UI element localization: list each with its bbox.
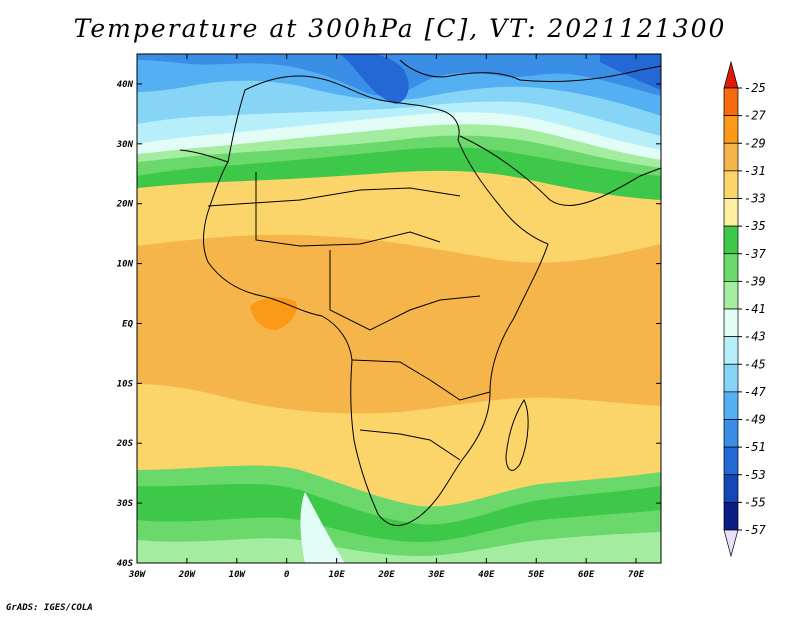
colorbar-swatch <box>723 308 739 337</box>
field-band-31 <box>137 234 661 414</box>
y-tick-label: 10N <box>117 260 134 270</box>
y-tick-label: 10S <box>117 379 134 389</box>
colorbar-swatch <box>723 87 739 116</box>
y-axis: 40N 30N 20N 10N EQ 10S 20S 30S 40S <box>116 80 661 569</box>
colorbar-label: -55 <box>744 495 766 509</box>
colorbar-label: -33 <box>744 192 766 206</box>
colorbar-swatch <box>723 115 739 144</box>
field-band-41-south <box>137 532 661 563</box>
y-tick-label: 40S <box>117 559 134 569</box>
x-tick-label: 0 <box>284 570 290 580</box>
colorbar-swatch <box>723 336 739 365</box>
x-tick-label: 50E <box>528 570 545 580</box>
africa-coastline <box>203 75 549 526</box>
border-west <box>179 149 229 163</box>
field-band-31-west <box>137 298 254 330</box>
border-central <box>329 250 481 331</box>
x-tick-label: 30W <box>128 570 147 580</box>
y-tick-label: 20S <box>116 439 134 449</box>
colorbar-bottom-cap <box>723 529 739 558</box>
field-warm-core <box>250 297 297 330</box>
x-tick-label: 20W <box>178 570 197 580</box>
colorbar-swatch <box>723 391 739 420</box>
x-axis: 30W 20W 10W 0 10E 20E 30E 40E 50E 60E 70E <box>128 54 645 580</box>
colorbar-label: -53 <box>744 468 766 482</box>
colorbar-swatch <box>723 142 739 172</box>
colorbar-swatch <box>723 419 739 448</box>
border-sahel <box>255 172 441 247</box>
colorbar-label: -47 <box>744 385 766 399</box>
colorbar-label: -31 <box>744 164 766 178</box>
y-tick-label: 30N <box>116 140 134 150</box>
colorbar-label: -57 <box>744 523 766 537</box>
y-tick-label: 20N <box>116 200 134 210</box>
colorbar-swatch <box>723 253 739 282</box>
map-plot-area <box>136 53 662 564</box>
colorbar-swatch <box>723 225 739 255</box>
colorbar-swatch <box>723 446 739 476</box>
coastlines <box>179 59 662 526</box>
colorbar-swatch <box>723 474 739 503</box>
x-tick-label: 30E <box>427 570 445 580</box>
arabia-coastline <box>459 135 662 207</box>
colorbar-label: -43 <box>744 330 766 344</box>
colorbar-label: -37 <box>744 247 766 261</box>
colorbar-label: -41 <box>744 302 766 316</box>
x-tick-label: 60E <box>578 570 595 580</box>
x-tick-label: 10E <box>328 570 345 580</box>
colorbar: -25 -27 -29 -31 -33 -35 -37 -39 -41 -43 -45 -47 -49 -… <box>723 60 766 558</box>
colorbar-top-cap <box>723 60 739 89</box>
x-tick-label: 70E <box>628 570 645 580</box>
border-south <box>359 429 461 461</box>
border-sahara <box>207 187 461 207</box>
y-tick-label: EQ <box>122 319 133 329</box>
map-frame <box>136 53 662 564</box>
credit-text: GrADS: IGES/COLA <box>6 603 93 613</box>
colorbar-swatch <box>723 363 739 393</box>
colorbar-label: -29 <box>744 136 766 150</box>
field-cold-core-west <box>340 54 409 104</box>
y-tick-label: 30S <box>116 499 134 509</box>
europe-coastline <box>399 59 662 83</box>
x-tick-label: 20E <box>377 570 395 580</box>
madagascar-coastline <box>505 398 529 471</box>
colorbar-label: -27 <box>744 109 766 123</box>
y-tick-label: 40N <box>117 80 134 90</box>
colorbar-swatch <box>723 198 739 227</box>
field-band-43-south <box>300 492 345 563</box>
colorbar-label: -51 <box>744 440 766 454</box>
border-southern <box>351 359 491 401</box>
colorbar-swatch <box>723 170 739 199</box>
colorbar-label: -39 <box>744 274 766 288</box>
colorbar-swatch <box>723 502 739 531</box>
colorbar-label: -45 <box>744 357 766 371</box>
x-tick-label: 10W <box>229 570 247 580</box>
colorbar-label: -35 <box>744 219 766 233</box>
colorbar-label: -49 <box>744 413 766 427</box>
colorbar-swatch <box>723 281 739 310</box>
x-tick-label: 40E <box>478 570 495 580</box>
colorbar-label: -25 <box>744 81 766 95</box>
map-title: Temperature at 300hPa [C], VT: 202112130… <box>73 14 727 43</box>
